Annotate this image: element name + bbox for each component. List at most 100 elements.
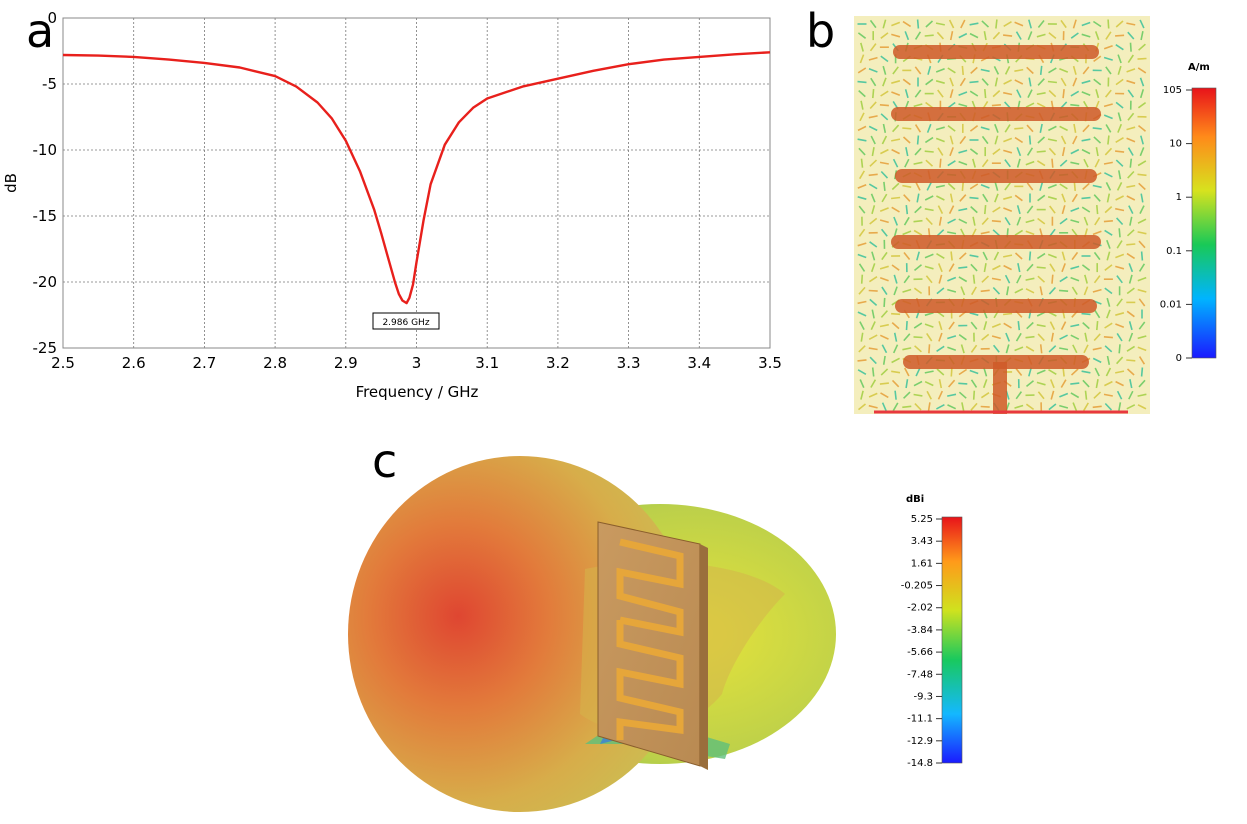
current-arrow <box>903 391 911 399</box>
current-arrow <box>981 275 990 283</box>
current-arrow <box>883 181 886 191</box>
current-arrow <box>871 367 875 377</box>
current-arrow <box>1140 193 1144 203</box>
current-arrow <box>935 22 945 26</box>
current-arrow <box>980 392 990 399</box>
current-arrow <box>1070 368 1079 376</box>
current-arrow <box>1015 391 1023 400</box>
current-arrow <box>868 347 878 351</box>
current-arrow <box>1137 335 1147 340</box>
current-arrow <box>958 266 968 269</box>
current-arrow <box>980 405 990 408</box>
current-arrow <box>970 66 978 74</box>
current-arrow <box>916 135 920 145</box>
current-arrow <box>1026 147 1034 156</box>
current-arrow <box>1092 288 1102 293</box>
current-arrow <box>891 206 900 213</box>
current-arrow <box>1140 251 1144 261</box>
current-arrow <box>1028 135 1032 145</box>
current-arrow <box>992 229 1001 237</box>
current-arrow <box>938 274 943 284</box>
current-arrow <box>1003 149 1013 154</box>
current-arrow <box>880 170 889 179</box>
current-arrow <box>879 161 889 165</box>
current-arrow <box>1137 173 1147 177</box>
current-arrow <box>926 332 933 342</box>
current-arrow <box>1116 390 1123 400</box>
current-arrow <box>1103 56 1113 61</box>
current-arrow <box>1138 124 1146 132</box>
current-arrow <box>949 89 954 99</box>
current-arrow <box>1126 195 1136 201</box>
current-arrow <box>1047 253 1057 259</box>
current-arrow <box>1070 323 1080 328</box>
current-arrow <box>1118 344 1121 354</box>
colorbar-unit: dBi <box>906 494 924 505</box>
current-arrow <box>947 125 956 132</box>
current-arrow <box>969 80 979 84</box>
current-arrow <box>1128 321 1133 331</box>
current-arrow <box>1095 147 1099 157</box>
x-tick-label: 3.1 <box>475 354 499 372</box>
current-arrow <box>981 78 989 86</box>
current-arrow <box>1003 254 1013 258</box>
current-arrow <box>859 379 865 389</box>
current-arrow <box>948 19 955 29</box>
current-arrow <box>1048 32 1057 40</box>
current-arrow <box>891 80 901 84</box>
current-arrow <box>857 196 867 200</box>
current-arrow <box>1005 332 1011 342</box>
current-arrow <box>947 404 957 410</box>
current-arrow <box>1026 205 1034 214</box>
current-arrow <box>1083 158 1089 168</box>
current-arrow <box>905 321 908 331</box>
current-arrow <box>1118 170 1122 180</box>
current-arrow <box>1051 274 1054 284</box>
current-arrow <box>1036 252 1046 260</box>
current-arrow <box>960 344 965 354</box>
current-arrow <box>1103 103 1113 108</box>
current-arrow <box>1092 184 1102 189</box>
current-arrow <box>1083 402 1089 412</box>
current-arrow <box>914 205 922 214</box>
current-arrow <box>924 311 934 317</box>
current-arrow <box>925 78 934 86</box>
current-arrow <box>1017 321 1021 331</box>
x-tick-label: 2.8 <box>263 354 287 372</box>
current-arrow <box>981 20 990 28</box>
colorbar-tick-label: -12.9 <box>907 736 933 747</box>
current-arrow <box>1105 367 1112 377</box>
current-arrow <box>1059 183 1068 190</box>
current-arrow <box>1106 297 1111 307</box>
s11-chart: 0 -5 -10 -15 -20 -25 2.5 2.6 2.7 2.8 2.9 3 3.1 3.2 3.… <box>2 9 782 401</box>
current-arrow <box>1014 229 1024 236</box>
current-arrow <box>1082 322 1090 330</box>
current-arrow <box>924 323 934 328</box>
current-arrow <box>879 382 889 385</box>
current-arrow <box>969 90 979 97</box>
current-arrow <box>1036 92 1046 96</box>
current-arrow <box>1116 217 1124 226</box>
current-arrow <box>1127 89 1135 98</box>
current-arrow <box>1014 346 1024 352</box>
current-arrow <box>1104 322 1113 329</box>
current-arrow <box>1026 124 1034 133</box>
current-arrow <box>1084 332 1088 342</box>
current-arrow <box>1026 182 1034 191</box>
current-arrow <box>1037 78 1045 86</box>
current-arrow <box>1081 80 1091 84</box>
current-arrow <box>1104 172 1113 178</box>
current-arrow <box>1140 135 1144 145</box>
current-arrow <box>947 393 957 397</box>
current-arrow <box>902 405 912 409</box>
current-arrow <box>1104 402 1113 411</box>
current-arrow <box>1082 66 1090 75</box>
current-arrow <box>1128 332 1134 342</box>
current-arrow <box>869 43 877 52</box>
current-arrow <box>949 147 954 157</box>
current-arrow <box>984 205 987 215</box>
current-arrow <box>958 333 967 341</box>
current-arrow <box>948 379 956 388</box>
current-arrow <box>1014 252 1023 260</box>
current-arrow <box>891 91 901 96</box>
